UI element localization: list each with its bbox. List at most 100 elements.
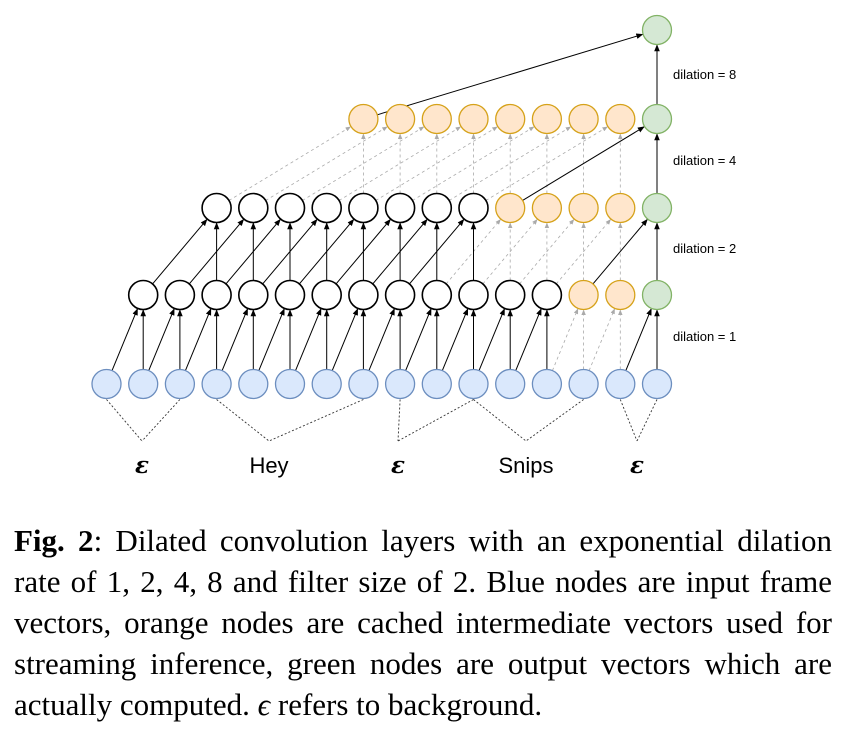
active-edge [111,308,138,371]
background-label-2: ε [391,452,405,479]
dilation-label-4: dilation = 4 [673,153,736,168]
active-edge [405,308,432,371]
dilation-label-2: dilation = 2 [673,241,736,256]
input-node [164,368,196,400]
input-node [641,368,673,400]
caption-epsilon: ϵ [257,687,271,722]
active-edge [184,308,212,371]
inactive-edge [482,219,538,285]
figure-number: Fig. 2 [14,523,94,558]
active-edge [295,308,322,371]
active-edge [625,308,652,371]
plain-node [274,192,306,224]
caption-text-end: refers to background. [270,687,543,722]
active-edge [592,218,648,285]
input-node [384,368,416,400]
input-node [605,368,636,400]
plain-node [164,279,196,311]
active-edge [221,308,249,371]
inactive-connections [228,126,623,371]
active-edge [188,218,245,285]
output-node [641,103,673,135]
plain-node [384,192,416,224]
active-connections [111,33,660,371]
plain-node [311,279,343,311]
inactive-edge [555,219,611,285]
input-node [531,368,563,400]
word-grouping-line [397,399,401,442]
active-edge [522,126,645,201]
figure-caption: Fig. 2: Dilated convolution layers with … [14,520,832,725]
cached-node [568,103,599,135]
output-node [641,279,673,311]
plain-node [384,279,416,311]
inactive-edge [228,126,352,201]
input-node [91,368,122,400]
plain-node [494,279,526,311]
cached-node [605,103,636,135]
input-node [495,368,526,400]
active-edge [331,308,359,371]
word-grouping-line [636,399,658,442]
active-edge [441,308,469,371]
cached-node [605,279,636,311]
inactive-edge [588,308,615,371]
input-node [568,368,599,400]
active-edge [515,308,542,371]
word-label-hey: Hey [249,453,288,478]
word-grouping-line [268,399,364,442]
plain-node [274,279,306,311]
word-grouping-line [216,399,270,442]
word-grouping-line [397,399,474,442]
cached-node [605,192,636,224]
word-grouping-line [141,399,181,442]
background-label-3: ε [630,452,644,479]
input-node [238,368,269,400]
input-node [128,368,159,400]
cached-node [421,103,452,135]
plain-node [421,192,453,224]
node-layers [91,14,673,400]
word-grouping-lines [106,399,658,442]
plain-node [348,279,379,311]
word-grouping-line [525,399,584,442]
active-edge [225,218,281,285]
dilated-convolution-diagram: dilation = 8 dilation = 4 dilation = 2 d… [91,14,736,479]
plain-node [348,192,379,224]
active-edge [409,218,465,285]
active-edge [335,218,391,285]
cached-node [531,192,563,224]
plain-node [458,192,489,224]
background-label-1: ε [135,452,149,479]
inactive-edge [519,219,575,285]
inactive-edge [552,308,579,371]
plain-node [421,279,453,311]
active-edge [298,218,355,285]
plain-node [238,279,269,311]
plain-node [238,192,269,224]
input-node [348,368,379,400]
cached-node [495,103,526,135]
word-grouping-line [619,399,638,442]
active-edge [368,308,395,371]
inactive-edge [265,126,388,201]
plain-node [531,279,563,311]
plain-node [201,279,232,311]
plain-node [201,192,232,224]
dilation-label-1: dilation = 1 [673,329,736,344]
input-node [274,368,306,400]
cached-node [531,103,563,135]
dilation-label-8: dilation = 8 [673,67,736,82]
active-edge [372,218,428,285]
word-label-snips: Snips [498,453,553,478]
cached-node [495,192,526,224]
output-node [641,192,673,224]
cached-node [568,192,599,224]
active-edge [262,218,318,285]
input-node [421,368,452,400]
plain-node [127,279,159,311]
active-edge [377,33,644,116]
input-node [201,368,232,400]
plain-node [458,279,489,311]
cached-node [568,279,599,311]
